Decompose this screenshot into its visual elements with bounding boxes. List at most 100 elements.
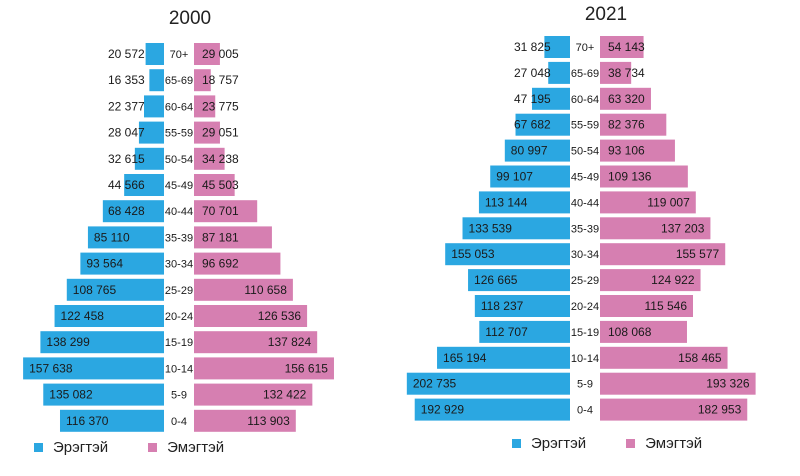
- male-value-label-2000-35-39: 85 110: [94, 230, 130, 244]
- male-bar-2000-65-69: [149, 69, 164, 92]
- male-value-label-2021-45-49: 99 107: [496, 170, 533, 184]
- female-swatch: [148, 443, 158, 452]
- male-bar-2021-70+: [544, 36, 570, 58]
- male-value-label-2000-65-69: 16 353: [108, 73, 145, 87]
- female-swatch: [626, 439, 636, 448]
- female-bar-2000-20-24: [194, 305, 308, 327]
- female-bar-2000-0-4: [194, 409, 296, 432]
- female-value-label-2021-40-44: 119 007: [647, 195, 690, 209]
- age-group-label-2000-5-9: 5-9: [171, 390, 187, 402]
- age-group-label-2021-30-34: 30-34: [571, 249, 599, 261]
- legend-male-label: Эрэгтэй: [53, 439, 109, 456]
- age-group-label-2000-10-14: 10-14: [165, 363, 193, 375]
- female-bar-2000-25-29: [194, 278, 293, 301]
- female-value-label-2000-30-34: 96 692: [202, 257, 239, 271]
- female-value-label-2021-60-64: 63 320: [608, 92, 645, 106]
- male-bar-2021-50-54: [504, 139, 570, 162]
- male-value-label-2021-20-24: 118 237: [481, 299, 524, 313]
- age-group-label-2021-20-24: 20-24: [571, 301, 599, 313]
- age-group-label-2021-70+: 70+: [576, 42, 595, 54]
- female-bar-2021-20-24: [600, 295, 694, 317]
- female-value-label-2000-40-44: 70 701: [202, 204, 239, 218]
- age-group-label-2021-40-44: 40-44: [571, 197, 599, 209]
- male-value-label-2000-25-29: 108 765: [73, 283, 117, 297]
- female-value-label-2000-10-14: 156 615: [285, 361, 329, 375]
- male-value-label-2000-0-4: 116 370: [66, 414, 109, 428]
- male-value-label-2021-40-44: 113 144: [485, 195, 528, 209]
- male-bar-2021-65-69: [548, 61, 570, 84]
- male-bar-2000-50-54: [134, 147, 164, 170]
- male-value-label-2000-60-64: 22 377: [108, 99, 145, 113]
- female-value-label-2000-65-69: 18 757: [202, 73, 239, 87]
- female-bar-2021-60-64: [600, 87, 651, 110]
- female-bar-2021-5-9: [600, 372, 756, 395]
- female-bar-2000-5-9: [194, 383, 313, 406]
- female-value-label-2021-35-39: 137 203: [661, 221, 705, 235]
- male-bar-2021-0-4: [414, 398, 570, 421]
- male-value-label-2021-50-54: 80 997: [511, 144, 548, 158]
- female-value-label-2021-45-49: 109 136: [608, 170, 652, 184]
- age-group-label-2021-25-29: 25-29: [571, 275, 599, 287]
- male-bar-2000-35-39: [87, 226, 164, 249]
- female-value-label-2021-25-29: 124 922: [651, 273, 695, 287]
- female-bar-2021-10-14: [600, 346, 728, 369]
- age-group-label-2000-25-29: 25-29: [165, 285, 193, 297]
- female-bar-2021-0-4: [600, 398, 748, 421]
- age-group-label-2000-50-54: 50-54: [165, 154, 193, 166]
- age-group-label-2021-45-49: 45-49: [571, 172, 599, 184]
- female-value-label-2000-45-49: 45 503: [202, 178, 239, 192]
- legend-female-label: Эмэгтэй: [167, 439, 225, 456]
- age-group-label-2021-10-14: 10-14: [571, 353, 599, 365]
- male-bar-2000-55-59: [138, 121, 164, 144]
- age-group-label-2000-35-39: 35-39: [165, 232, 193, 244]
- age-group-label-2000-0-4: 0-4: [171, 416, 187, 428]
- male-bar-2000-40-44: [102, 200, 164, 223]
- male-bar-2000-5-9: [43, 383, 164, 406]
- male-bar-2021-20-24: [474, 295, 570, 317]
- legend-item-male: Эрэгтэй: [34, 439, 108, 456]
- male-value-label-2021-35-39: 133 539: [469, 221, 513, 235]
- age-group-label-2021-50-54: 50-54: [571, 146, 599, 158]
- age-group-label-2021-60-64: 60-64: [571, 94, 599, 106]
- female-value-label-2000-70+: 29 005: [202, 47, 239, 61]
- male-bar-2000-10-14: [23, 357, 164, 380]
- age-group-label-2021-65-69: 65-69: [571, 68, 599, 80]
- male-bar-2000-45-49: [124, 174, 164, 196]
- male-value-label-2000-5-9: 135 082: [49, 388, 93, 402]
- male-bar-2000-20-24: [54, 305, 164, 327]
- legend-item-female: Эмэгтэй: [626, 435, 702, 452]
- legend-2021: Эрэгтэй Эмэгтэй: [512, 435, 742, 452]
- female-bar-2000-30-34: [194, 252, 281, 275]
- female-bar-2021-30-34: [600, 243, 726, 266]
- female-value-label-2021-10-14: 158 465: [678, 351, 722, 365]
- female-value-label-2000-20-24: 126 536: [258, 309, 302, 323]
- female-bar-2021-65-69: [600, 61, 632, 84]
- male-bar-2000-30-34: [80, 252, 164, 275]
- male-bar-2021-40-44: [478, 191, 570, 214]
- age-group-label-2000-15-19: 15-19: [165, 337, 193, 349]
- legend-male-label: Эрэгтэй: [531, 435, 587, 452]
- legend-2000: Эрэгтэй Эмэгтэй: [34, 439, 264, 456]
- male-value-label-2021-70+: 31 825: [514, 40, 551, 54]
- male-value-label-2021-0-4: 192 929: [421, 403, 465, 417]
- female-bar-2021-40-44: [600, 191, 696, 214]
- male-value-label-2000-55-59: 28 047: [108, 126, 145, 140]
- female-bar-2021-45-49: [600, 165, 688, 188]
- male-bar-2000-70+: [145, 43, 164, 65]
- female-value-label-2000-35-39: 87 181: [202, 230, 239, 244]
- age-group-label-2021-0-4: 0-4: [577, 405, 593, 417]
- female-value-label-2021-0-4: 182 953: [698, 403, 742, 417]
- female-bar-2000-60-64: [194, 95, 216, 118]
- female-bar-2000-65-69: [194, 69, 211, 92]
- female-value-label-2000-25-29: 110 658: [244, 283, 287, 297]
- age-group-label-2000-55-59: 55-59: [165, 128, 193, 140]
- female-value-label-2021-5-9: 193 326: [706, 377, 750, 391]
- male-swatch: [34, 443, 43, 452]
- age-group-label-2000-70+: 70+: [170, 49, 189, 61]
- female-value-label-2000-60-64: 23 775: [202, 99, 239, 113]
- female-value-label-2021-70+: 54 143: [608, 40, 645, 54]
- male-value-label-2000-30-34: 93 564: [86, 257, 123, 271]
- chart-title-2000: 2000: [168, 8, 212, 29]
- female-value-label-2000-15-19: 137 824: [268, 335, 312, 349]
